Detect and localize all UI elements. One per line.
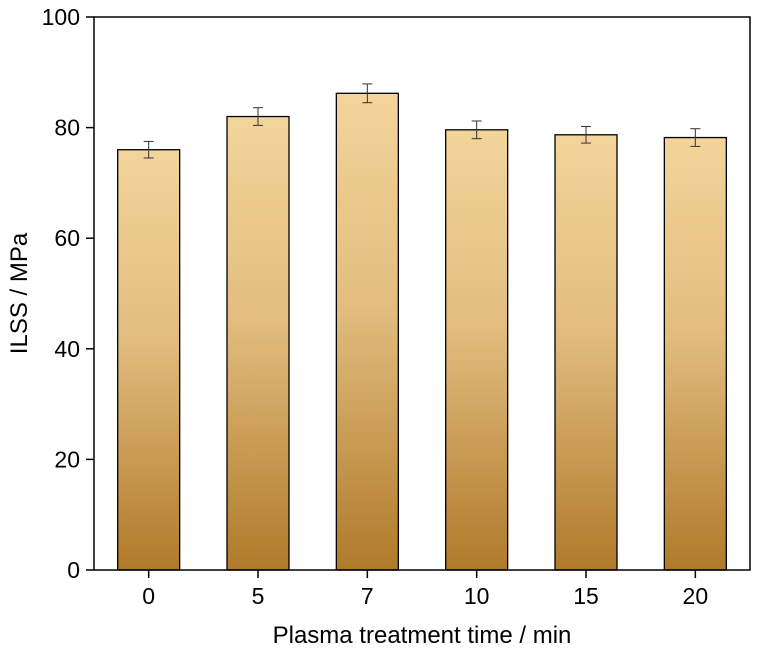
- x-tick-label-15: 15: [573, 583, 599, 609]
- bar-7: [335, 92, 399, 571]
- error-bar-15: [581, 125, 591, 144]
- y-tick-label-40: 40: [54, 336, 80, 362]
- bar-20: [663, 136, 727, 571]
- y-tick-label-60: 60: [54, 225, 80, 251]
- error-bar-5: [253, 107, 263, 126]
- bar-15: [554, 134, 618, 571]
- error-bar-10: [471, 120, 482, 140]
- x-tick-label-10: 10: [464, 583, 490, 609]
- x-tick-label-7: 7: [361, 583, 374, 609]
- x-tick-label-0: 0: [142, 583, 155, 609]
- error-bar-7: [362, 83, 373, 104]
- y-axis: 0 20 40 60 80 100: [42, 4, 94, 583]
- y-tick-label-0: 0: [67, 557, 80, 583]
- x-tick-label-5: 5: [252, 583, 265, 609]
- plot-frame: [93, 16, 751, 571]
- bars-layer: [117, 92, 727, 571]
- error-bar-20: [690, 128, 701, 147]
- y-axis-title: ILSS / MPa: [6, 232, 33, 354]
- bar-0: [117, 149, 181, 571]
- bar-5: [226, 115, 290, 571]
- x-axis: 0 5 7 10 15 20: [142, 570, 708, 609]
- x-axis-title: Plasma treatment time / min: [273, 622, 572, 649]
- bar-10: [445, 129, 509, 571]
- error-bars-layer: [143, 83, 701, 159]
- x-tick-label-20: 20: [683, 583, 709, 609]
- y-tick-label-20: 20: [54, 446, 80, 472]
- y-tick-label-100: 100: [42, 4, 80, 30]
- y-tick-label-80: 80: [54, 115, 80, 141]
- error-bar-0: [143, 140, 154, 159]
